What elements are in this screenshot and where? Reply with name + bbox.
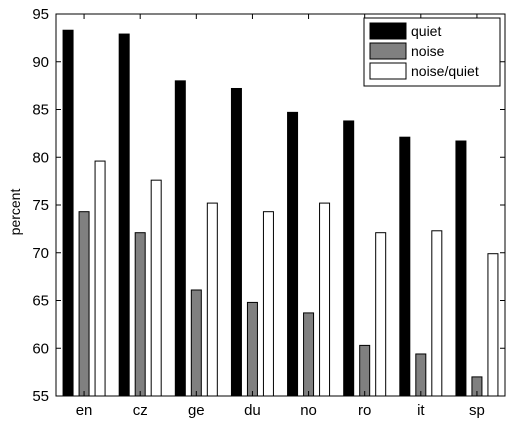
bar-ge-noise-quiet (206, 202, 218, 397)
y-tick-label-60: 60 (32, 340, 49, 357)
bar-en-noise (78, 211, 90, 397)
bar-cz-quiet (118, 33, 130, 397)
y-tick-label-65: 65 (32, 293, 49, 310)
y-axis-label: percent (7, 189, 23, 236)
bar-ro-noise-quiet (375, 232, 387, 397)
y-tick-label-70: 70 (32, 245, 49, 262)
bar-it-quiet (399, 136, 411, 397)
bar-cz-noise (134, 232, 146, 397)
bar-sp-noise-quiet (487, 253, 499, 397)
x-tick-label-ro: ro (358, 402, 371, 419)
bar-du-noise (246, 301, 258, 397)
legend-swatch-quiet (369, 22, 407, 40)
bar-du-quiet (230, 87, 242, 397)
y-tick-label-80: 80 (32, 149, 49, 166)
bar-ro-noise (359, 344, 371, 397)
y-tick-label-95: 95 (32, 6, 49, 23)
bar-du-noise-quiet (262, 211, 274, 397)
bar-it-noise-quiet (431, 230, 443, 397)
x-tick-label-cz: cz (133, 402, 148, 419)
x-tick-label-du: du (244, 402, 261, 419)
x-tick-label-ge: ge (188, 402, 205, 419)
legend-swatch-noise (369, 42, 407, 60)
x-tick-label-sp: sp (469, 402, 485, 419)
bar-no-quiet (287, 111, 299, 397)
bar-ge-noise (190, 289, 202, 397)
x-tick-label-it: it (417, 402, 425, 419)
bar-ge-quiet (174, 80, 186, 397)
bar-no-noise (303, 312, 315, 397)
x-tick-label-no: no (300, 402, 317, 419)
y-tick-label-75: 75 (32, 197, 49, 214)
legend-swatch-noise-quiet (369, 62, 407, 80)
y-tick-label-85: 85 (32, 102, 49, 119)
y-tick-label-55: 55 (32, 388, 49, 405)
bar-cz-noise-quiet (150, 179, 162, 397)
y-tick-label-90: 90 (32, 54, 49, 71)
bar-en-quiet (62, 29, 74, 397)
legend-label-noise-quiet: noise/quiet (411, 63, 479, 79)
bar-en-noise-quiet (94, 160, 106, 397)
bar-sp-quiet (455, 140, 467, 397)
bar-it-noise (415, 353, 427, 397)
bar-ro-quiet (343, 120, 355, 397)
legend-label-quiet: quiet (411, 23, 441, 39)
bar-no-noise-quiet (319, 202, 331, 397)
x-tick-label-en: en (76, 402, 93, 419)
legend-label-noise: noise (411, 43, 445, 59)
